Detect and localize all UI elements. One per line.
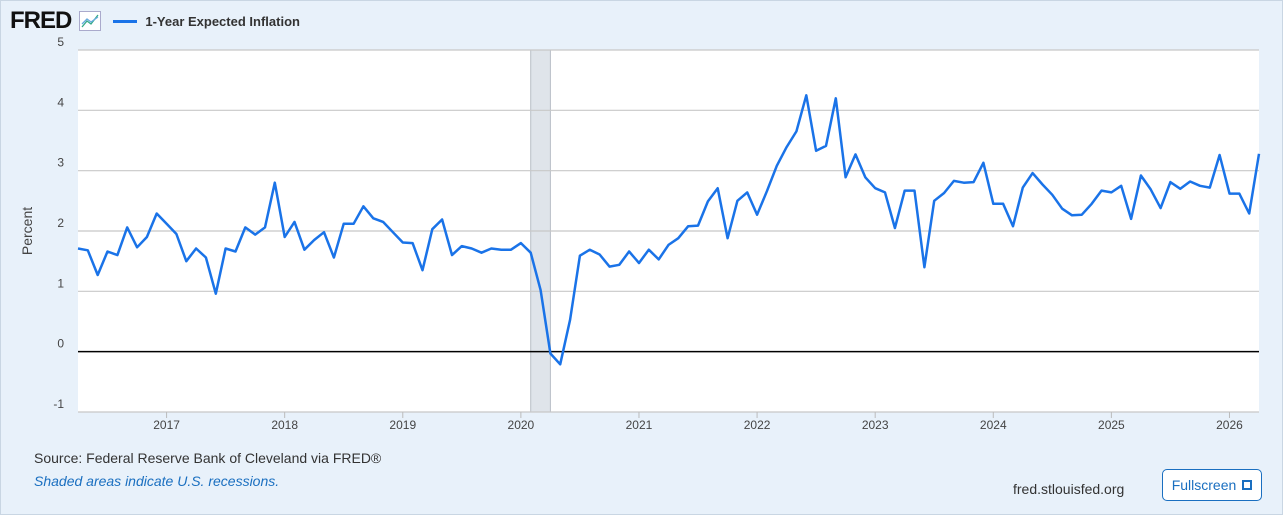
x-tick-label: 2023 (862, 418, 889, 432)
chart-line-icon (79, 11, 102, 31)
y-axis-label: Percent (19, 207, 35, 255)
y-tick-label: 3 (57, 156, 64, 170)
y-tick-label: 1 (57, 276, 64, 290)
site-link[interactable]: fred.stlouisfed.org (1013, 481, 1125, 497)
y-tick-label: 0 (57, 337, 64, 351)
y-tick-label: 5 (57, 35, 64, 49)
x-tick-label: 2024 (980, 418, 1007, 432)
fred-logo[interactable]: FRED (10, 7, 72, 34)
x-tick-label: 2019 (389, 418, 416, 432)
x-tick-label: 2018 (271, 418, 298, 432)
recession-note: Shaded areas indicate U.S. recessions. (34, 473, 280, 489)
fullscreen-label: Fullscreen (1171, 477, 1237, 493)
chart-header: FRED 1-Year Expected Inflation (10, 7, 300, 34)
y-tick-label: -1 (53, 397, 64, 411)
y-tick-label: 4 (57, 95, 64, 109)
x-tick-label: 2022 (744, 418, 771, 432)
fullscreen-icon (1242, 480, 1253, 490)
fullscreen-button[interactable]: Fullscreen (1162, 469, 1262, 501)
legend-label: 1-Year Expected Inflation (145, 13, 300, 29)
x-tick-label: 2020 (508, 418, 535, 432)
source-text: Source: Federal Reserve Bank of Clevelan… (34, 450, 382, 466)
y-tick-label: 2 (57, 216, 64, 230)
legend-swatch (113, 19, 138, 23)
x-tick-label: 2025 (1098, 418, 1125, 432)
x-tick-label: 2021 (626, 418, 653, 432)
x-tick-label: 2026 (1216, 418, 1243, 432)
x-tick-label: 2017 (153, 418, 180, 432)
